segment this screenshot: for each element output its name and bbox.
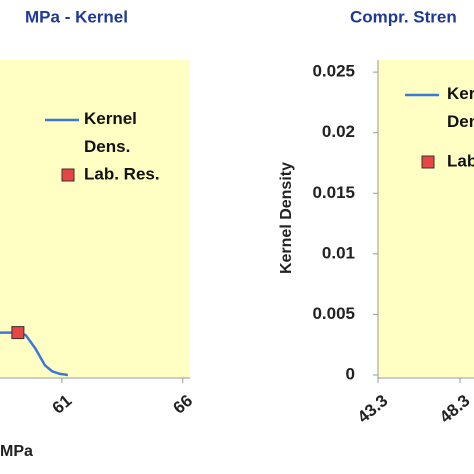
x-tick-label: 61 <box>49 391 76 418</box>
y-axis-label: Kernel Density <box>278 162 295 274</box>
legend-marker <box>61 168 75 182</box>
chart-title: Compr. Stren <box>350 7 457 26</box>
y-tick-label: 0.01 <box>322 243 355 262</box>
x-axis-label: MPa <box>0 443 33 460</box>
y-tick-label: 0 <box>346 364 355 383</box>
charts: MPa - Kernel MPa 61 66 Kernel Dens. Lab. Res. C… <box>0 7 474 460</box>
legend-marker <box>421 155 435 169</box>
chart-title: MPa - Kernel <box>25 7 128 26</box>
x-tick-label: 48.3 <box>436 391 474 427</box>
x-tick-label: 43.3 <box>354 391 392 427</box>
plot-area <box>378 60 474 378</box>
lab-result-marker <box>11 326 25 340</box>
y-tick-label: 0.025 <box>312 62 355 81</box>
y-tick-label: 0.02 <box>322 122 355 141</box>
x-tick-label: 66 <box>169 391 196 418</box>
plot-area <box>0 60 190 378</box>
legend-label: Lab. Res. <box>84 164 160 183</box>
y-tick-label: 0.015 <box>312 183 355 202</box>
legend-label: Lab. Res. <box>447 151 474 170</box>
y-tick-label: 0.005 <box>312 304 355 323</box>
